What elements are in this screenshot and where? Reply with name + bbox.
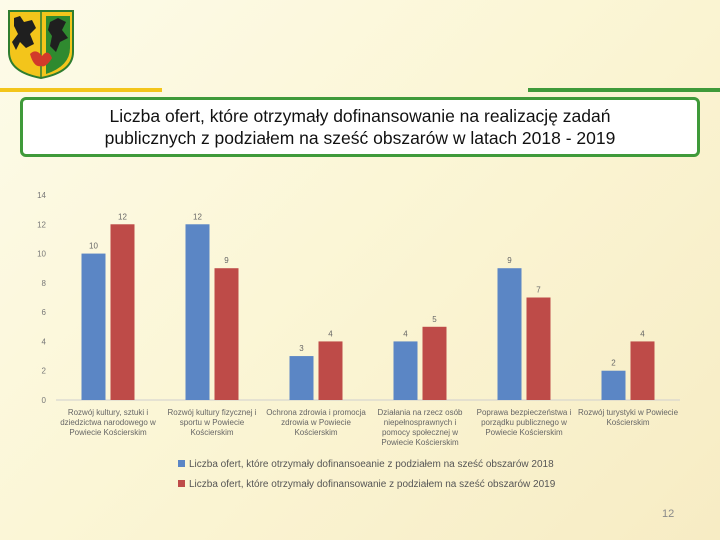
bar-2019 [214,268,239,400]
category-label: Rozwój kultury fizycznej i sportu w Powie… [168,408,257,437]
data-label: 3 [299,344,304,353]
y-tick-label: 2 [42,367,47,376]
data-label: 2 [611,359,616,368]
category-label: Poprawa bezpieczeństwa i porządku publicz… [477,408,572,437]
bar-2019 [630,341,655,400]
category-label: Rozwój kultury, sztuki i dziedzictwa naro… [60,408,156,437]
y-tick-label: 10 [37,250,46,259]
green-accent-band [528,88,720,92]
y-tick-label: 0 [42,396,47,405]
bar-2019 [422,326,447,400]
y-tick-label: 4 [42,337,47,346]
slide-title: Liczba ofert, które otrzymały dofinansow… [104,106,616,148]
legend-label: Liczba ofert, które otrzymały dofinansow… [189,479,556,490]
legend-swatch [178,460,185,467]
data-label: 12 [193,212,202,221]
bar-2018 [601,370,626,400]
y-tick-label: 14 [37,191,46,200]
slide-title-box: Liczba ofert, które otrzymały dofinansow… [20,97,700,157]
category-label: Rozwój turystyki w Powiecie Kościerskim [578,408,679,427]
bar-2018 [393,341,418,400]
bar-2019 [110,224,135,400]
data-label: 5 [432,315,437,324]
y-tick-label: 12 [37,220,46,229]
coat-of-arms-icon [8,10,74,80]
bar-2018 [497,268,522,400]
bar-2018 [289,356,314,400]
legend-label: Liczba ofert, które otrzymały dofinansoe… [189,459,554,470]
y-tick-label: 6 [42,308,47,317]
bar-2019 [526,297,551,400]
bar-2018 [81,253,106,400]
data-label: 9 [224,256,229,265]
data-label: 4 [403,329,408,338]
data-label: 10 [89,242,98,251]
bar-2019 [318,341,343,400]
data-label: 4 [640,329,645,338]
data-label: 7 [536,286,541,295]
y-tick-label: 8 [42,279,47,288]
legend-swatch [178,480,185,487]
category-label: Ochrona zdrowia i promocja zdrowia w Powi… [266,408,366,437]
data-label: 12 [118,212,127,221]
bar-2018 [185,224,210,400]
page-number: 12 [662,508,675,520]
category-label: Działania na rzecz osób niepełnosprawnych… [378,408,463,447]
yellow-accent-band [0,88,162,92]
data-label: 4 [328,329,333,338]
data-label: 9 [507,256,512,265]
